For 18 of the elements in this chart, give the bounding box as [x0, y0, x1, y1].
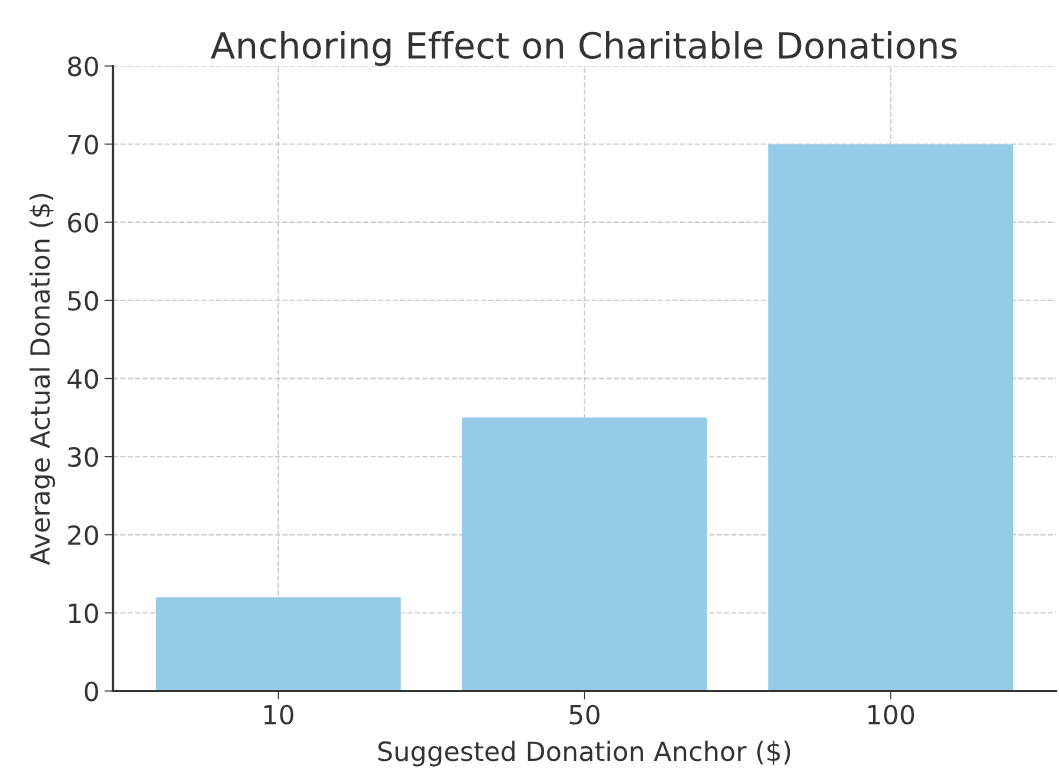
y-tick-label: 70 [68, 134, 99, 155]
chart-title: Anchoring Effect on Charitable Donations [210, 31, 957, 66]
y-tick-label: 80 [68, 56, 99, 77]
y-tick-label: 50 [68, 290, 99, 311]
x-tick-label: 50 [569, 704, 600, 725]
x-tick-label: 10 [264, 704, 294, 725]
x-axis-title: Suggested Donation Anchor ($) [378, 740, 791, 767]
x-tick-label: 100 [868, 704, 915, 725]
y-tick-label: 20 [68, 525, 99, 546]
y-tick-label: 40 [67, 368, 99, 389]
y-tick-label: 0 [84, 681, 99, 702]
y-tick-label: 10 [69, 603, 99, 624]
y-tick-label: 60 [68, 212, 99, 233]
bar [462, 417, 707, 691]
y-axis-title: Average Actual Donation ($) [29, 194, 56, 566]
bar [155, 597, 401, 691]
y-tick-label: 30 [68, 447, 99, 468]
bar [768, 144, 1014, 691]
